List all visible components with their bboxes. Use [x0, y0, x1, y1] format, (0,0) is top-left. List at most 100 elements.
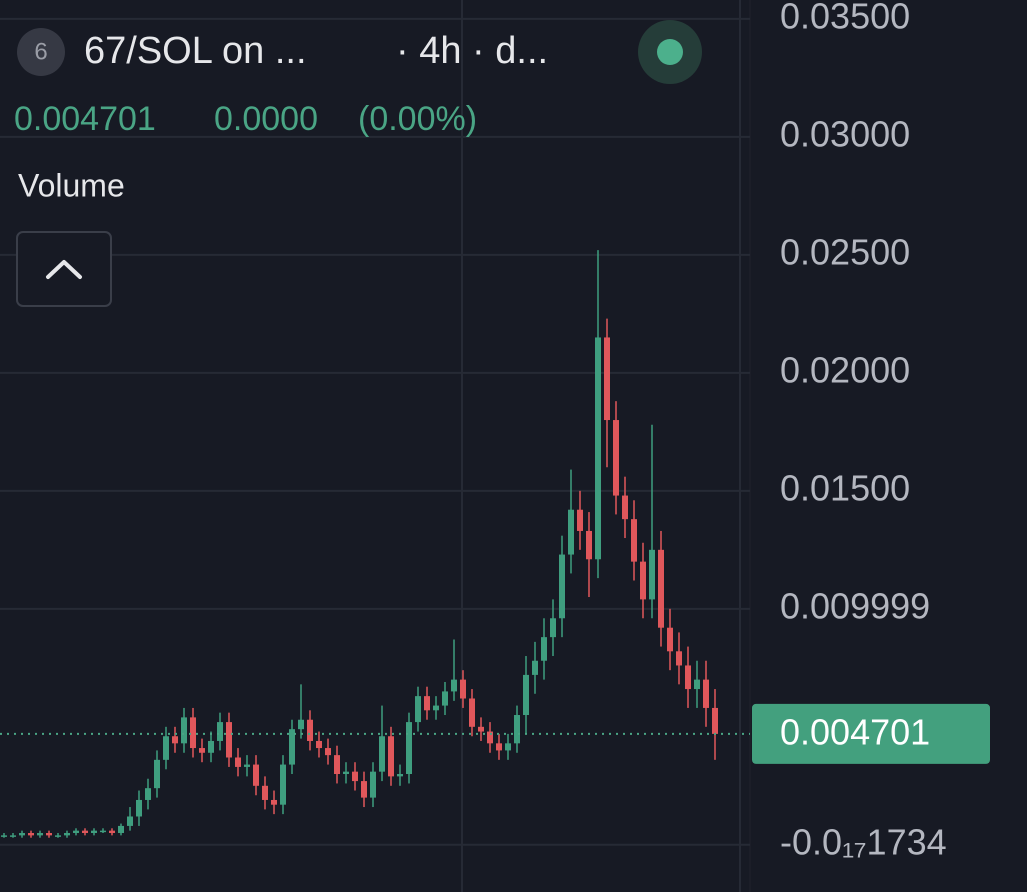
- candle-body: [514, 715, 520, 744]
- candle-body: [82, 830, 88, 834]
- candle-body: [19, 833, 25, 836]
- candle-body: [613, 420, 619, 496]
- candle-body: [64, 833, 70, 836]
- chevron-up[interactable]: [46, 260, 82, 279]
- candle-body: [280, 764, 286, 805]
- candle-body: [415, 696, 421, 723]
- badge-text: 6: [34, 38, 47, 65]
- candle-body: [694, 679, 700, 690]
- candle-body: [406, 722, 412, 775]
- candle-body: [460, 679, 466, 699]
- candle-body: [100, 830, 106, 833]
- candle-body: [298, 719, 304, 730]
- y-tick-label: 0.009999: [780, 585, 930, 626]
- candle-body: [541, 637, 547, 661]
- candle-body: [91, 830, 97, 834]
- candle-body: [217, 722, 223, 741]
- candle-body: [73, 830, 79, 834]
- candle-body: [703, 679, 709, 708]
- candle-body: [55, 835, 61, 837]
- candle-body: [208, 740, 214, 753]
- candle-body: [433, 705, 439, 711]
- candle-body: [469, 698, 475, 727]
- candle-body: [226, 722, 232, 758]
- candle-body: [163, 736, 169, 760]
- y-tick-label: 0.03500: [780, 0, 910, 36]
- candle-body: [136, 799, 142, 817]
- candle-body: [658, 549, 664, 628]
- candle-body: [352, 771, 358, 782]
- candle-body: [253, 764, 259, 786]
- candle-body: [307, 719, 313, 741]
- y-tick-label: 0.03000: [780, 113, 910, 154]
- candles: [1, 250, 718, 838]
- candle-body: [649, 549, 655, 600]
- badge: [17, 28, 65, 76]
- collapse-button[interactable]: [16, 231, 112, 307]
- button-box[interactable]: [16, 231, 112, 307]
- candle-body: [604, 337, 610, 421]
- candle-body: [235, 757, 241, 767]
- candle-body: [622, 495, 628, 520]
- candle-body: [631, 519, 637, 562]
- pair-title: 67/SOL on ...: [84, 30, 307, 72]
- candle-body: [37, 833, 43, 836]
- interval: · 4h · d...: [396, 30, 548, 72]
- grid: [0, 17, 750, 846]
- price-axis: 0.03500 0.03000 0.02500 0.02000 0.01500 0.009…: [780, 0, 947, 862]
- candle-body: [712, 707, 718, 734]
- candle-body: [1, 835, 7, 837]
- candle-body: [199, 748, 205, 753]
- candle-body: [46, 833, 52, 836]
- candle-body: [361, 781, 367, 798]
- last-price-label: 0.004701: [780, 711, 930, 752]
- candle-body: [397, 774, 403, 777]
- change-pct: (0.00%): [358, 100, 477, 138]
- candle-body: [505, 743, 511, 751]
- candle-body: [586, 530, 592, 560]
- candle-body: [667, 627, 673, 652]
- candle-body: [181, 717, 187, 744]
- candle-body: [325, 748, 331, 756]
- candle-body: [478, 726, 484, 732]
- candle-body: [532, 660, 538, 675]
- candle-body: [343, 771, 349, 775]
- candle-body: [496, 743, 502, 751]
- candle-body: [451, 679, 457, 692]
- last-price-box: [752, 703, 990, 764]
- y-tick-label: 0.02500: [780, 231, 910, 272]
- status-dot: [657, 39, 683, 65]
- candle-body: [370, 771, 376, 798]
- candle-body: [172, 736, 178, 744]
- candle-body: [289, 729, 295, 765]
- candle-body: [190, 717, 196, 749]
- price: 0.004701: [14, 100, 156, 138]
- y-tick-label: -0.0₁₇1734: [780, 821, 947, 862]
- candle-body: [577, 509, 583, 531]
- candle-body: [244, 764, 250, 767]
- candle-body: [640, 561, 646, 600]
- candle-body: [316, 740, 322, 749]
- candle-body: [559, 554, 565, 619]
- candle-body: [676, 651, 682, 666]
- candle-body: [271, 799, 277, 805]
- candle-body: [28, 833, 34, 836]
- indicator-label: Volume: [18, 167, 125, 203]
- candle-body: [118, 825, 124, 834]
- candle-body: [424, 696, 430, 711]
- candle-body: [145, 788, 151, 800]
- candle-body: [595, 337, 601, 560]
- candle-body: [487, 731, 493, 744]
- candle-body: [568, 509, 574, 555]
- candle-body: [550, 618, 556, 638]
- candle-body: [442, 691, 448, 706]
- y-tick-label: 0.02000: [780, 349, 910, 390]
- candle-body: [523, 674, 529, 716]
- candle-body: [262, 785, 268, 800]
- candle-body: [388, 736, 394, 777]
- candle-body: [109, 830, 115, 834]
- candle-body: [154, 759, 160, 789]
- change: 0.0000: [214, 100, 318, 138]
